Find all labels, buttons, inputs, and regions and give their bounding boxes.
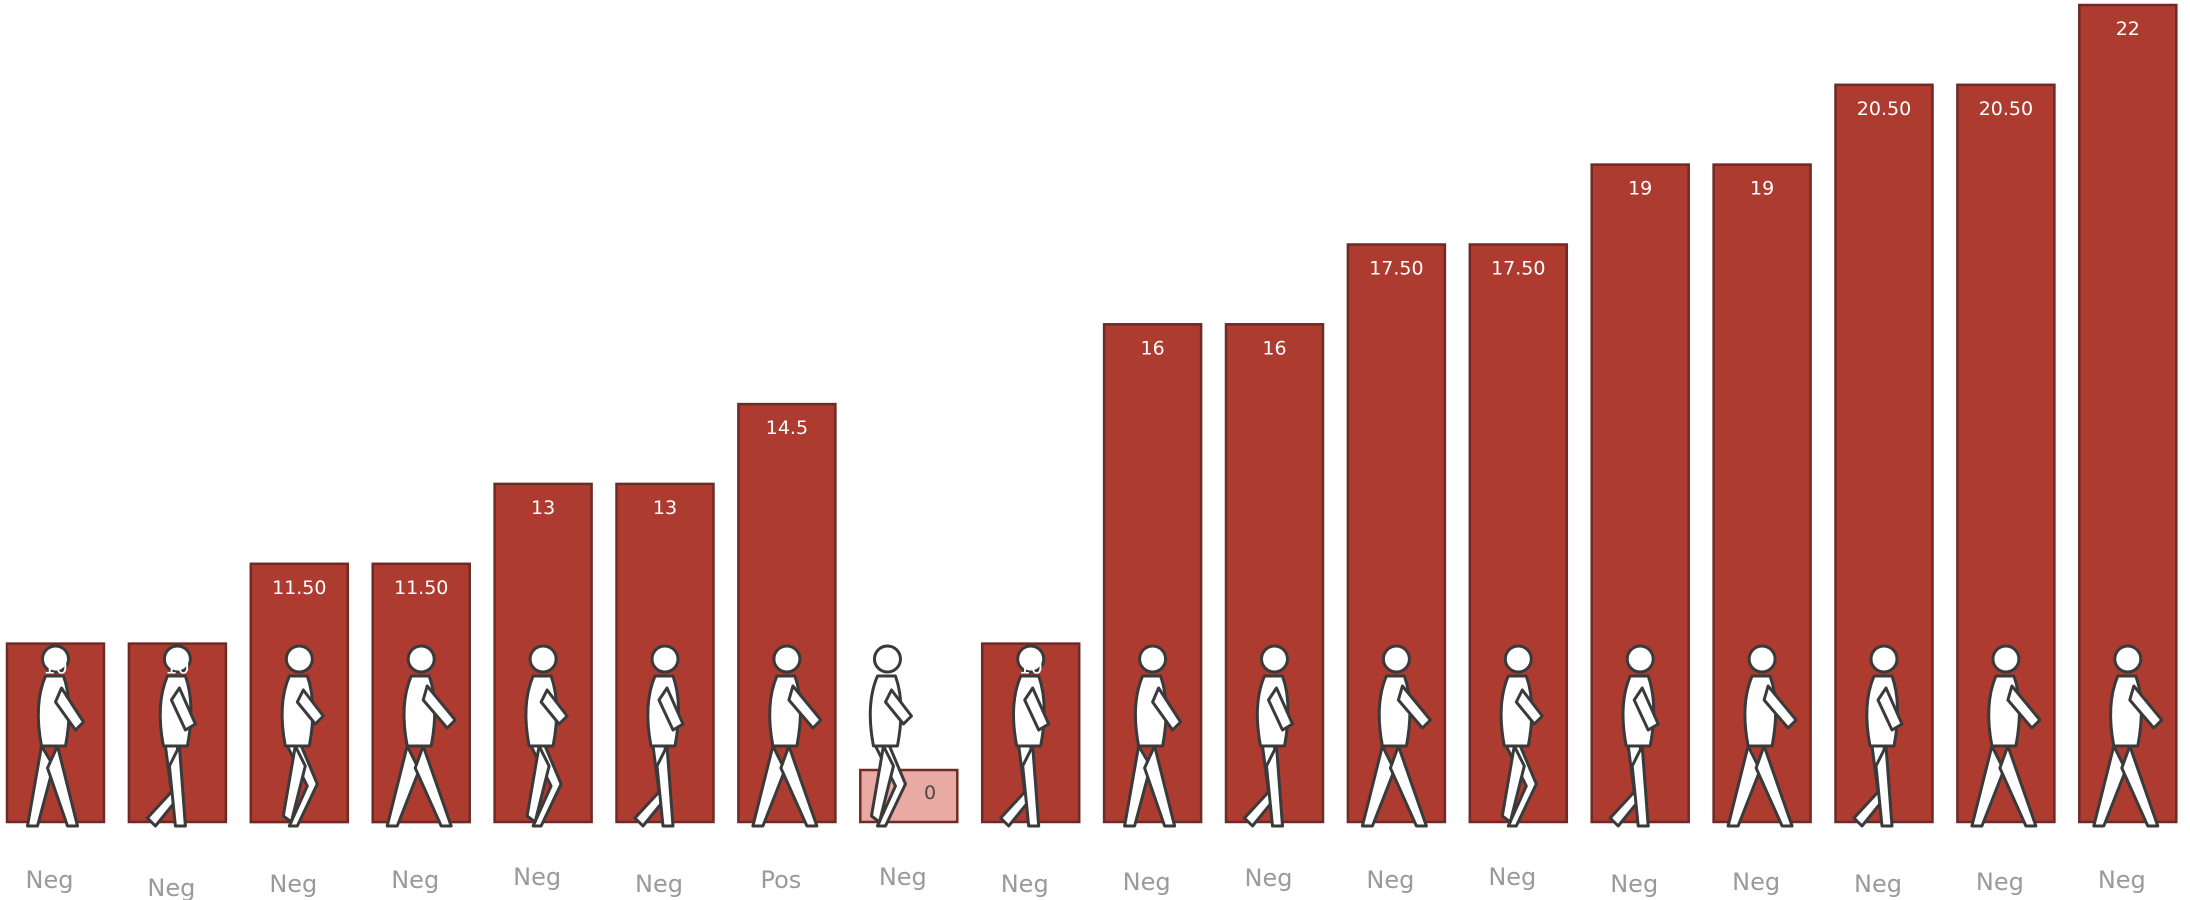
bar-value-label: 13 bbox=[653, 497, 677, 519]
category-label: Neg bbox=[1488, 863, 1536, 891]
walking-person-icon bbox=[999, 644, 1051, 828]
category-label: Neg bbox=[26, 866, 74, 894]
bar-value-label: 22 bbox=[2116, 18, 2140, 40]
walking-person-icon bbox=[1970, 644, 2042, 828]
category-labels: Neg Neg Neg Neg Neg Neg Pos Neg Neg Neg Neg Neg Neg N… bbox=[26, 863, 2146, 900]
bar-value-label: 16 bbox=[1141, 337, 1165, 359]
walking-person-icon bbox=[145, 644, 197, 828]
walking-person-icon bbox=[524, 644, 569, 828]
bar-value-label: 16 bbox=[1262, 337, 1286, 359]
category-label: Neg bbox=[1366, 866, 1414, 894]
bar bbox=[737, 402, 837, 824]
bar-value-label: 14.5 bbox=[766, 417, 808, 439]
bar-value-label: 0 bbox=[924, 782, 936, 804]
bar-value-label: 10 bbox=[165, 657, 189, 679]
bar-value-label: 11.50 bbox=[394, 577, 448, 599]
category-label: Neg bbox=[1123, 868, 1171, 896]
bar-value-label: 17.50 bbox=[1491, 258, 1545, 280]
bar-value-label: 10 bbox=[43, 657, 67, 679]
category-label: Neg bbox=[513, 863, 561, 891]
bar-value-label: 13 bbox=[531, 497, 555, 519]
category-label: Neg bbox=[269, 870, 317, 898]
category-label: Neg bbox=[1001, 870, 1049, 898]
walking-person-icon bbox=[385, 644, 457, 828]
category-label: Neg bbox=[1732, 868, 1780, 896]
category-label: Neg bbox=[879, 863, 927, 891]
figures-layer bbox=[26, 644, 2164, 828]
bar-value-label: 11.50 bbox=[272, 577, 326, 599]
bar-value-label: 19 bbox=[1628, 178, 1652, 200]
walking-person-icon bbox=[868, 644, 913, 828]
walking-person-icon bbox=[1608, 644, 1660, 828]
category-label: Neg bbox=[147, 874, 195, 900]
walking-person-icon bbox=[1243, 644, 1294, 828]
walking-person-icon bbox=[1360, 644, 1432, 828]
bar-value-label: 19 bbox=[1750, 178, 1774, 200]
walking-person-icon bbox=[633, 644, 685, 828]
category-label: Neg bbox=[1245, 864, 1293, 892]
bars-layer bbox=[5, 3, 2178, 824]
walking-person-icon bbox=[1123, 644, 1183, 828]
category-label: Neg bbox=[2098, 866, 2146, 894]
bar-value-label: 10 bbox=[1019, 657, 1043, 679]
category-label: Neg bbox=[391, 866, 439, 894]
bar-value-labels: 10 10 11.50 11.50 13 13 14.5 0 10 16 16 17.50 17.50 1… bbox=[43, 18, 2139, 804]
walking-person-icon bbox=[2092, 644, 2164, 828]
walking-person-icon bbox=[751, 644, 823, 828]
bar-value-label: 20.50 bbox=[1979, 98, 2033, 120]
walking-person-icon bbox=[280, 644, 325, 828]
bar-value-label: 17.50 bbox=[1369, 258, 1423, 280]
category-label: Pos bbox=[760, 866, 801, 894]
category-label: Neg bbox=[1610, 870, 1658, 898]
walking-person-icon bbox=[1852, 644, 1904, 828]
walking-person-icon bbox=[1726, 644, 1798, 828]
category-label: Neg bbox=[1854, 870, 1902, 898]
category-label: Neg bbox=[1976, 868, 2024, 896]
category-label: Neg bbox=[635, 870, 683, 898]
walking-person-icon bbox=[1499, 644, 1544, 828]
bar-value-label: 20.50 bbox=[1857, 98, 1911, 120]
walking-person-icon bbox=[26, 644, 85, 828]
